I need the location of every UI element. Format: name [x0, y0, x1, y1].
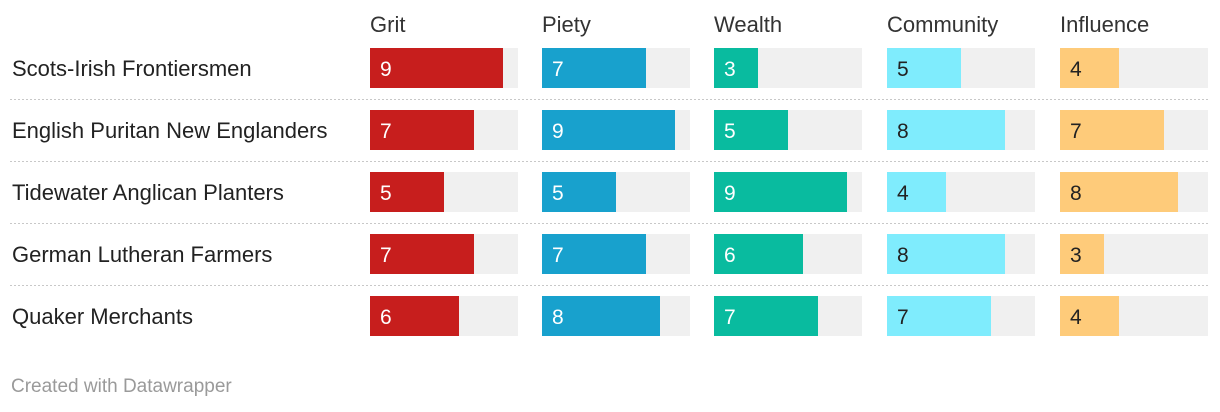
bar-wealth [714, 296, 818, 336]
bar-wealth [714, 234, 803, 274]
row-label: German Lutheran Farmers [12, 242, 272, 267]
row-label: Quaker Merchants [12, 304, 193, 329]
bar-value-label: 5 [380, 182, 392, 205]
bar-value-label: 4 [1070, 58, 1082, 81]
bar-piety [542, 110, 675, 150]
bar-value-label: 6 [380, 306, 392, 329]
bar-value-label: 8 [552, 306, 564, 329]
bar-piety [542, 48, 646, 88]
bar-value-label: 3 [1070, 244, 1082, 267]
bar-value-label: 4 [1070, 306, 1082, 329]
column-header-influence: Influence [1060, 12, 1149, 37]
bar-value-label: 5 [897, 58, 909, 81]
bar-value-label: 9 [724, 182, 736, 205]
bar-wealth [714, 110, 788, 150]
bar-value-label: 5 [724, 120, 736, 143]
bar-influence [1060, 172, 1178, 212]
bar-piety [542, 234, 646, 274]
bar-value-label: 3 [724, 58, 736, 81]
bar-community [887, 234, 1005, 274]
bar-grit [370, 296, 459, 336]
bar-value-label: 7 [552, 244, 564, 267]
bar-community [887, 48, 961, 88]
row-label: Tidewater Anglican Planters [12, 180, 284, 205]
bar-grit [370, 234, 474, 274]
column-header-wealth: Wealth [714, 12, 782, 37]
row-label: English Puritan New Englanders [12, 118, 328, 143]
bar-grit [370, 110, 474, 150]
bar-value-label: 4 [897, 182, 909, 205]
bar-influence [1060, 234, 1104, 274]
row-label: Scots-Irish Frontiersmen [12, 56, 252, 81]
bar-value-label: 7 [1070, 120, 1082, 143]
bar-value-label: 7 [724, 306, 736, 329]
bar-wealth [714, 48, 758, 88]
column-header-piety: Piety [542, 12, 591, 37]
bar-community [887, 296, 991, 336]
column-header-grit: Grit [370, 12, 405, 37]
bar-wealth [714, 172, 847, 212]
bar-influence [1060, 296, 1119, 336]
bar-influence [1060, 110, 1164, 150]
credit-text: Created with Datawrapper [11, 376, 232, 397]
bar-value-label: 7 [380, 120, 392, 143]
bar-value-label: 7 [552, 58, 564, 81]
bar-value-label: 8 [1070, 182, 1082, 205]
bar-value-label: 7 [897, 306, 909, 329]
column-header-community: Community [887, 12, 998, 37]
bar-influence [1060, 48, 1119, 88]
bar-community [887, 110, 1005, 150]
bar-value-label: 5 [552, 182, 564, 205]
bar-value-label: 8 [897, 244, 909, 267]
bar-piety [542, 296, 660, 336]
bar-grit [370, 172, 444, 212]
bar-piety [542, 172, 616, 212]
bar-value-label: 9 [552, 120, 564, 143]
bar-grit [370, 48, 503, 88]
bar-community [887, 172, 946, 212]
bar-value-label: 9 [380, 58, 392, 81]
bar-value-label: 8 [897, 120, 909, 143]
bar-value-label: 6 [724, 244, 736, 267]
bar-value-label: 7 [380, 244, 392, 267]
